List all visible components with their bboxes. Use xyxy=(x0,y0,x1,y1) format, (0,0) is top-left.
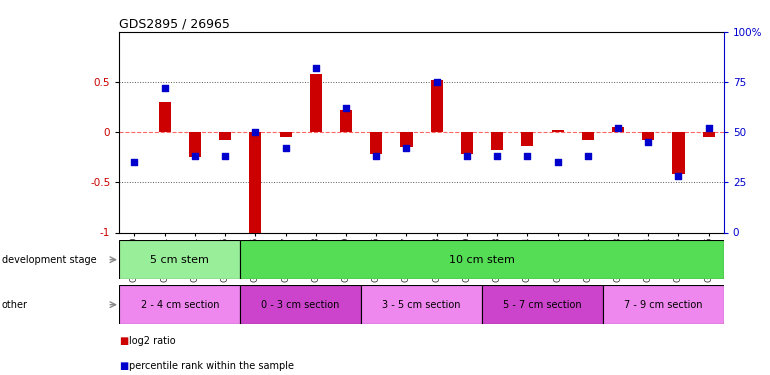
Point xyxy=(159,85,171,91)
Point xyxy=(340,105,352,111)
Bar xyxy=(249,132,261,232)
Point xyxy=(491,153,504,159)
Bar xyxy=(612,127,624,132)
Bar xyxy=(551,130,564,132)
Text: 2 - 4 cm section: 2 - 4 cm section xyxy=(141,300,219,310)
Point xyxy=(672,173,685,179)
Text: 0 - 3 cm section: 0 - 3 cm section xyxy=(262,300,340,310)
Point xyxy=(460,153,473,159)
Text: 7 - 9 cm section: 7 - 9 cm section xyxy=(624,300,702,310)
Bar xyxy=(430,80,443,132)
Bar xyxy=(603,285,724,324)
Bar xyxy=(240,285,361,324)
Bar xyxy=(491,132,503,150)
Bar xyxy=(582,132,594,140)
Bar xyxy=(482,285,603,324)
Text: 5 cm stem: 5 cm stem xyxy=(150,255,209,265)
Point xyxy=(430,79,443,85)
Point xyxy=(551,159,564,165)
Point xyxy=(581,153,594,159)
Text: 5 - 7 cm section: 5 - 7 cm section xyxy=(503,300,582,310)
Point xyxy=(189,153,201,159)
Point xyxy=(129,159,141,165)
Bar xyxy=(521,132,534,146)
Bar xyxy=(642,132,654,140)
Text: other: other xyxy=(2,300,28,310)
Bar xyxy=(119,285,240,324)
Bar xyxy=(400,132,413,147)
Bar xyxy=(219,132,231,140)
Bar xyxy=(461,132,473,154)
Bar xyxy=(370,132,382,154)
Point xyxy=(310,65,322,71)
Point xyxy=(400,145,413,151)
Bar xyxy=(340,110,352,132)
Bar xyxy=(280,132,292,137)
Text: 10 cm stem: 10 cm stem xyxy=(449,255,515,265)
Bar xyxy=(672,132,685,174)
Point xyxy=(702,125,715,131)
Point xyxy=(642,139,654,145)
Point xyxy=(612,125,624,131)
Bar xyxy=(240,240,724,279)
Point xyxy=(521,153,534,159)
Point xyxy=(370,153,383,159)
Text: percentile rank within the sample: percentile rank within the sample xyxy=(129,361,294,370)
Text: ■: ■ xyxy=(119,361,129,370)
Point xyxy=(249,129,262,135)
Text: log2 ratio: log2 ratio xyxy=(129,336,176,346)
Bar xyxy=(189,132,201,157)
Text: ■: ■ xyxy=(119,336,129,346)
Point xyxy=(219,153,231,159)
Bar xyxy=(703,132,715,137)
Bar xyxy=(159,102,171,132)
Point xyxy=(280,145,292,151)
Text: development stage: development stage xyxy=(2,255,96,265)
Bar xyxy=(310,74,322,132)
Bar xyxy=(361,285,482,324)
Bar xyxy=(119,240,240,279)
Text: GDS2895 / 26965: GDS2895 / 26965 xyxy=(119,18,230,31)
Text: 3 - 5 cm section: 3 - 5 cm section xyxy=(383,300,460,310)
